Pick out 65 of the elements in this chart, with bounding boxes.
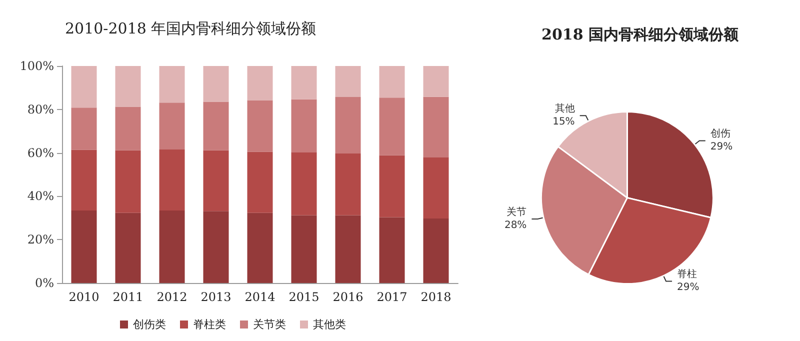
legend-label: 关节类 <box>253 318 286 331</box>
bar <box>71 150 97 211</box>
bar <box>115 106 141 150</box>
bar <box>71 210 97 283</box>
chart-title: 2010-2018 年国内骨科细分领域份额 <box>65 20 316 38</box>
bar <box>159 210 185 283</box>
bar <box>423 157 449 219</box>
bar <box>291 99 317 152</box>
bar <box>335 97 361 154</box>
x-tick-label: 2015 <box>288 290 320 304</box>
bar <box>335 153 361 216</box>
legend-label: 创伤类 <box>133 318 166 331</box>
bar <box>159 150 185 211</box>
y-tick-label: 40% <box>27 189 54 204</box>
bar <box>159 66 185 103</box>
bar <box>203 66 229 102</box>
bar <box>379 98 405 156</box>
bar <box>247 66 273 100</box>
slice-label: 其他 <box>554 102 575 115</box>
bar <box>291 152 317 216</box>
bar <box>203 211 229 283</box>
bar <box>247 152 273 213</box>
bar <box>203 102 229 150</box>
bar <box>379 155 405 218</box>
bar <box>115 150 141 213</box>
x-tick-label: 2016 <box>332 290 364 304</box>
bar <box>115 212 141 283</box>
chart-title: 2018 国内骨科细分领域份额 <box>542 26 740 44</box>
y-tick-label: 80% <box>27 102 54 116</box>
x-tick-label: 2013 <box>200 290 232 304</box>
x-tick-label: 2010 <box>68 290 100 304</box>
legend-label: 其他类 <box>313 318 346 331</box>
slice-label: 关节 <box>506 206 527 218</box>
data-label: 15% <box>552 116 575 128</box>
data-label: 28% <box>504 220 527 232</box>
x-tick-label: 2014 <box>244 290 276 304</box>
x-tick-label: 2012 <box>156 290 188 304</box>
bar <box>423 96 449 158</box>
bar <box>291 66 317 100</box>
bar <box>247 100 273 152</box>
bar <box>379 66 405 98</box>
data-label: 29% <box>677 282 700 294</box>
y-tick-label: 20% <box>27 232 54 247</box>
bar <box>115 66 141 107</box>
bar <box>335 66 361 98</box>
x-tick-label: 2017 <box>376 290 408 304</box>
bar <box>71 108 97 150</box>
bar <box>423 218 449 283</box>
data-label: 29% <box>710 142 733 153</box>
bar <box>291 215 317 283</box>
slice-label: 脊柱 <box>677 268 698 280</box>
y-tick-label: 0% <box>34 276 54 290</box>
legend-label: 脊柱类 <box>193 318 226 331</box>
bar <box>159 102 185 150</box>
bar <box>247 212 273 283</box>
x-tick-label: 2011 <box>112 290 144 304</box>
bar <box>335 215 361 283</box>
bar <box>203 150 229 212</box>
y-tick-label: 100% <box>20 59 54 73</box>
bar <box>379 217 405 283</box>
x-tick-label: 2018 <box>420 290 452 304</box>
bar <box>71 66 97 108</box>
y-tick-label: 60% <box>27 146 54 160</box>
slice-label: 创伤 <box>710 128 730 140</box>
bar <box>423 66 449 97</box>
